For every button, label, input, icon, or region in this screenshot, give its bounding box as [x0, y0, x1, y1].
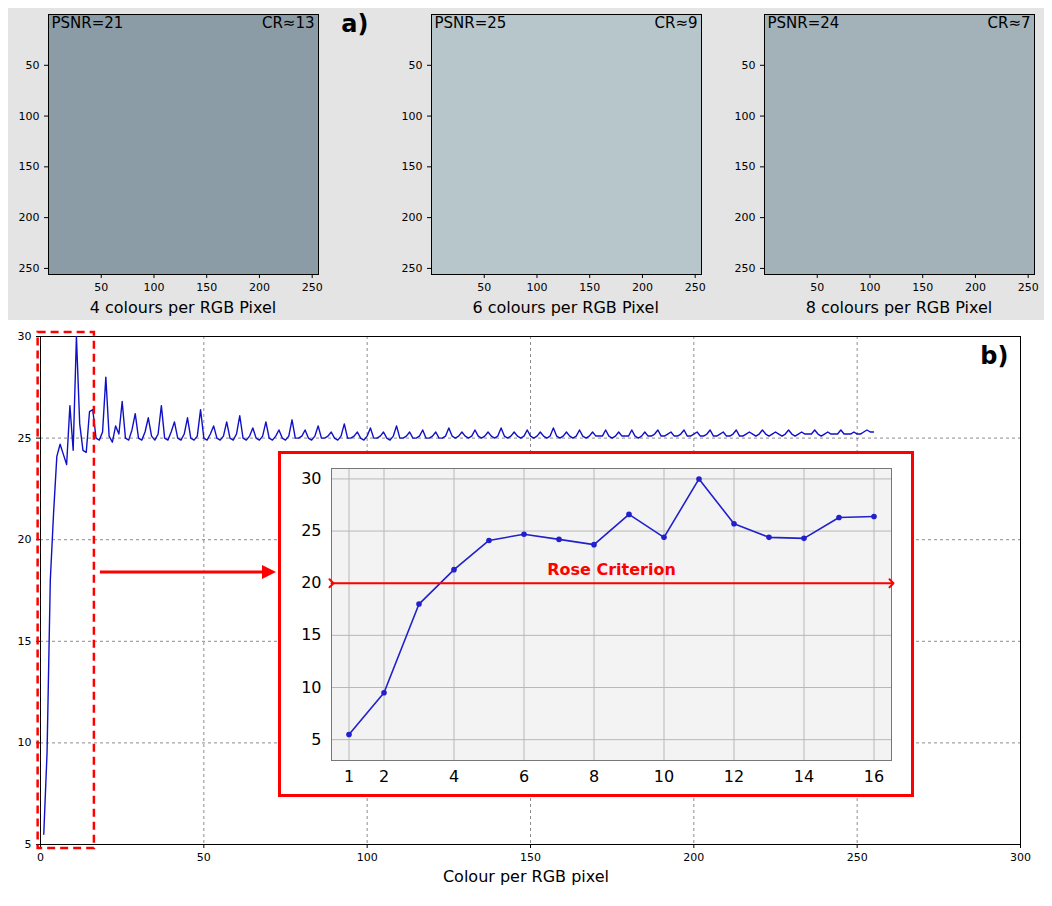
svg-text:25: 25 [301, 521, 321, 540]
svg-text:25: 25 [18, 432, 32, 445]
svg-text:150: 150 [912, 281, 933, 294]
svg-text:250: 250 [1018, 281, 1039, 294]
svg-text:100: 100 [734, 110, 755, 123]
svg-text:5: 5 [311, 730, 321, 749]
svg-text:150: 150 [520, 851, 541, 864]
svg-text:b): b) [980, 342, 1008, 370]
svg-text:CR≈9: CR≈9 [654, 14, 697, 32]
svg-text:150: 150 [579, 281, 600, 294]
svg-text:100: 100 [357, 851, 378, 864]
svg-text:250: 250 [302, 281, 323, 294]
svg-text:50: 50 [197, 851, 211, 864]
svg-text:50: 50 [408, 59, 422, 72]
svg-text:2: 2 [379, 767, 389, 786]
svg-text:100: 100 [19, 110, 40, 123]
svg-text:250: 250 [684, 281, 705, 294]
svg-text:200: 200 [632, 281, 653, 294]
svg-text:200: 200 [401, 211, 422, 224]
svg-text:1: 1 [344, 767, 354, 786]
svg-text:CR≈7: CR≈7 [987, 14, 1030, 32]
svg-text:150: 150 [734, 160, 755, 173]
svg-text:50: 50 [477, 281, 491, 294]
svg-text:16: 16 [864, 767, 884, 786]
svg-text:100: 100 [143, 281, 164, 294]
svg-text:20: 20 [18, 533, 32, 546]
svg-text:10: 10 [301, 678, 321, 697]
svg-text:50: 50 [741, 59, 755, 72]
svg-text:100: 100 [526, 281, 547, 294]
svg-text:12: 12 [724, 767, 744, 786]
svg-text:300: 300 [1010, 851, 1031, 864]
svg-text:200: 200 [683, 851, 704, 864]
svg-text:50: 50 [94, 281, 108, 294]
svg-text:15: 15 [301, 625, 321, 644]
svg-text:250: 250 [401, 262, 422, 275]
svg-text:20: 20 [301, 573, 321, 592]
svg-text:50: 50 [26, 59, 40, 72]
svg-text:30: 30 [18, 330, 32, 343]
svg-text:200: 200 [965, 281, 986, 294]
html-text:8 colours per RGB Pixel: 8 colours per RGB Pixel [805, 298, 993, 317]
svg-text:8: 8 [589, 767, 599, 786]
html-text:a): a) [341, 10, 369, 38]
svg-text:14: 14 [794, 767, 814, 786]
svg-text:CR≈13: CR≈13 [262, 14, 315, 32]
svg-text:250: 250 [734, 262, 755, 275]
svg-text:100: 100 [859, 281, 880, 294]
svg-text:100: 100 [401, 110, 422, 123]
html-text:Colour per RGB pixel: Colour per RGB pixel [442, 867, 609, 886]
svg-text:PSNR=24: PSNR=24 [767, 14, 839, 32]
svg-text:10: 10 [654, 767, 674, 786]
svg-text:50: 50 [810, 281, 824, 294]
svg-text:250: 250 [19, 262, 40, 275]
svg-text:PSNR=21: PSNR=21 [52, 14, 124, 32]
svg-text:5: 5 [25, 838, 32, 851]
svg-text:0: 0 [37, 851, 44, 864]
svg-text:150: 150 [196, 281, 217, 294]
svg-text:PSNR=25: PSNR=25 [434, 14, 506, 32]
html-text:4 colours per RGB Pixel: 4 colours per RGB Pixel [89, 298, 277, 317]
svg-text:30: 30 [301, 469, 321, 488]
svg-text:10: 10 [18, 736, 32, 749]
html-text:6 colours per RGB Pixel: 6 colours per RGB Pixel [472, 298, 659, 317]
svg-text:Rose Criterion: Rose Criterion [547, 560, 676, 579]
svg-text:200: 200 [19, 211, 40, 224]
svg-text:150: 150 [19, 160, 40, 173]
svg-text:15: 15 [18, 635, 32, 648]
svg-text:200: 200 [249, 281, 270, 294]
svg-text:150: 150 [401, 160, 422, 173]
svg-text:4: 4 [449, 767, 459, 786]
svg-text:6: 6 [519, 767, 529, 786]
svg-text:250: 250 [847, 851, 868, 864]
svg-text:200: 200 [734, 211, 755, 224]
